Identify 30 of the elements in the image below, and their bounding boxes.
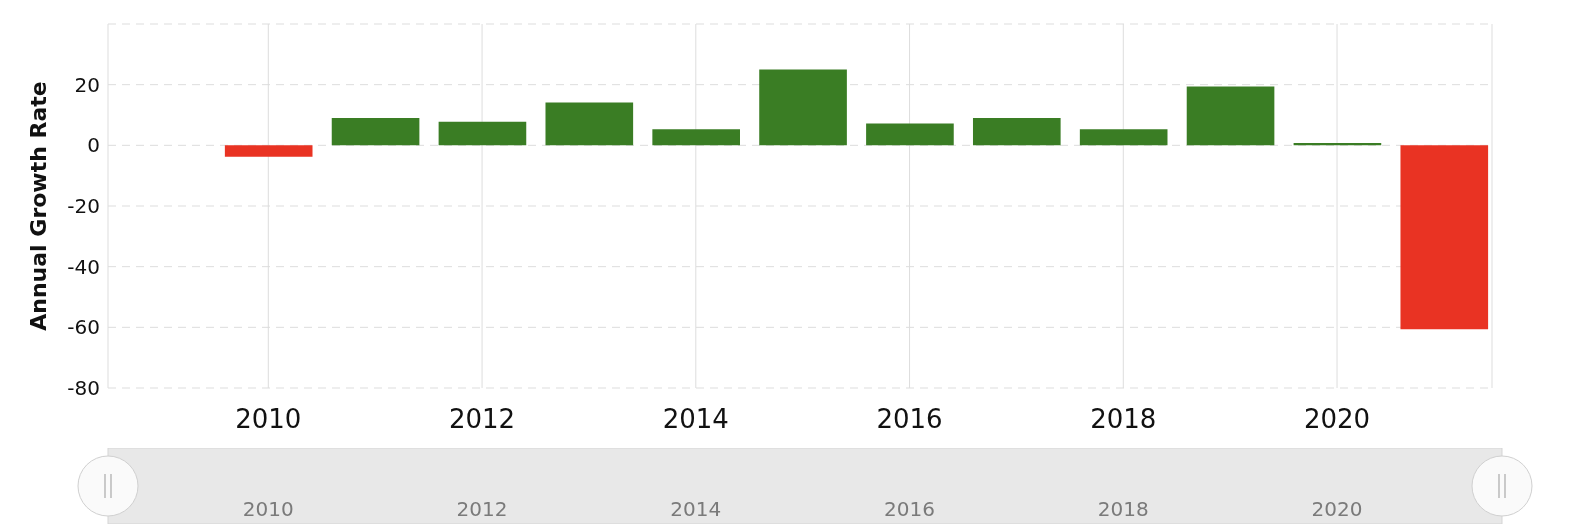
bar [224, 145, 313, 157]
bar [438, 121, 527, 146]
y-tick-label: -40 [67, 254, 100, 279]
x-tick-label: 2020 [1311, 497, 1363, 521]
y-tick-label: 0 [87, 133, 100, 158]
x-tick-label: 2014 [670, 497, 722, 521]
bar [1186, 86, 1275, 146]
bar [866, 123, 954, 146]
bar [545, 102, 634, 146]
bar [652, 129, 740, 146]
y-tick-label: -20 [67, 194, 100, 219]
x2-tick-label: 2010 [235, 404, 302, 435]
y-tick-label: -60 [67, 315, 100, 340]
bar [331, 118, 420, 146]
bar [1400, 145, 1489, 330]
bar [759, 69, 847, 146]
y-tick-label: -80 [67, 376, 100, 401]
x2-tick-label: 2014 [662, 404, 729, 435]
bar [972, 118, 1061, 146]
y-axis-title: Annual Growth Rate [25, 81, 51, 331]
x-tick-label: 2012 [456, 497, 508, 521]
x2-tick-label: 2016 [876, 404, 943, 435]
x-tick-label: 2016 [884, 497, 935, 521]
x2-tick-label: 2012 [448, 404, 516, 435]
bar [1079, 129, 1168, 146]
y-tick-label: 20 [74, 72, 100, 97]
x2-tick-label: 2018 [1090, 404, 1157, 435]
x-tick-label: 2010 [242, 497, 294, 521]
x-tick-label: 2018 [1097, 497, 1149, 521]
x2-tick-label: 2020 [1303, 404, 1371, 435]
